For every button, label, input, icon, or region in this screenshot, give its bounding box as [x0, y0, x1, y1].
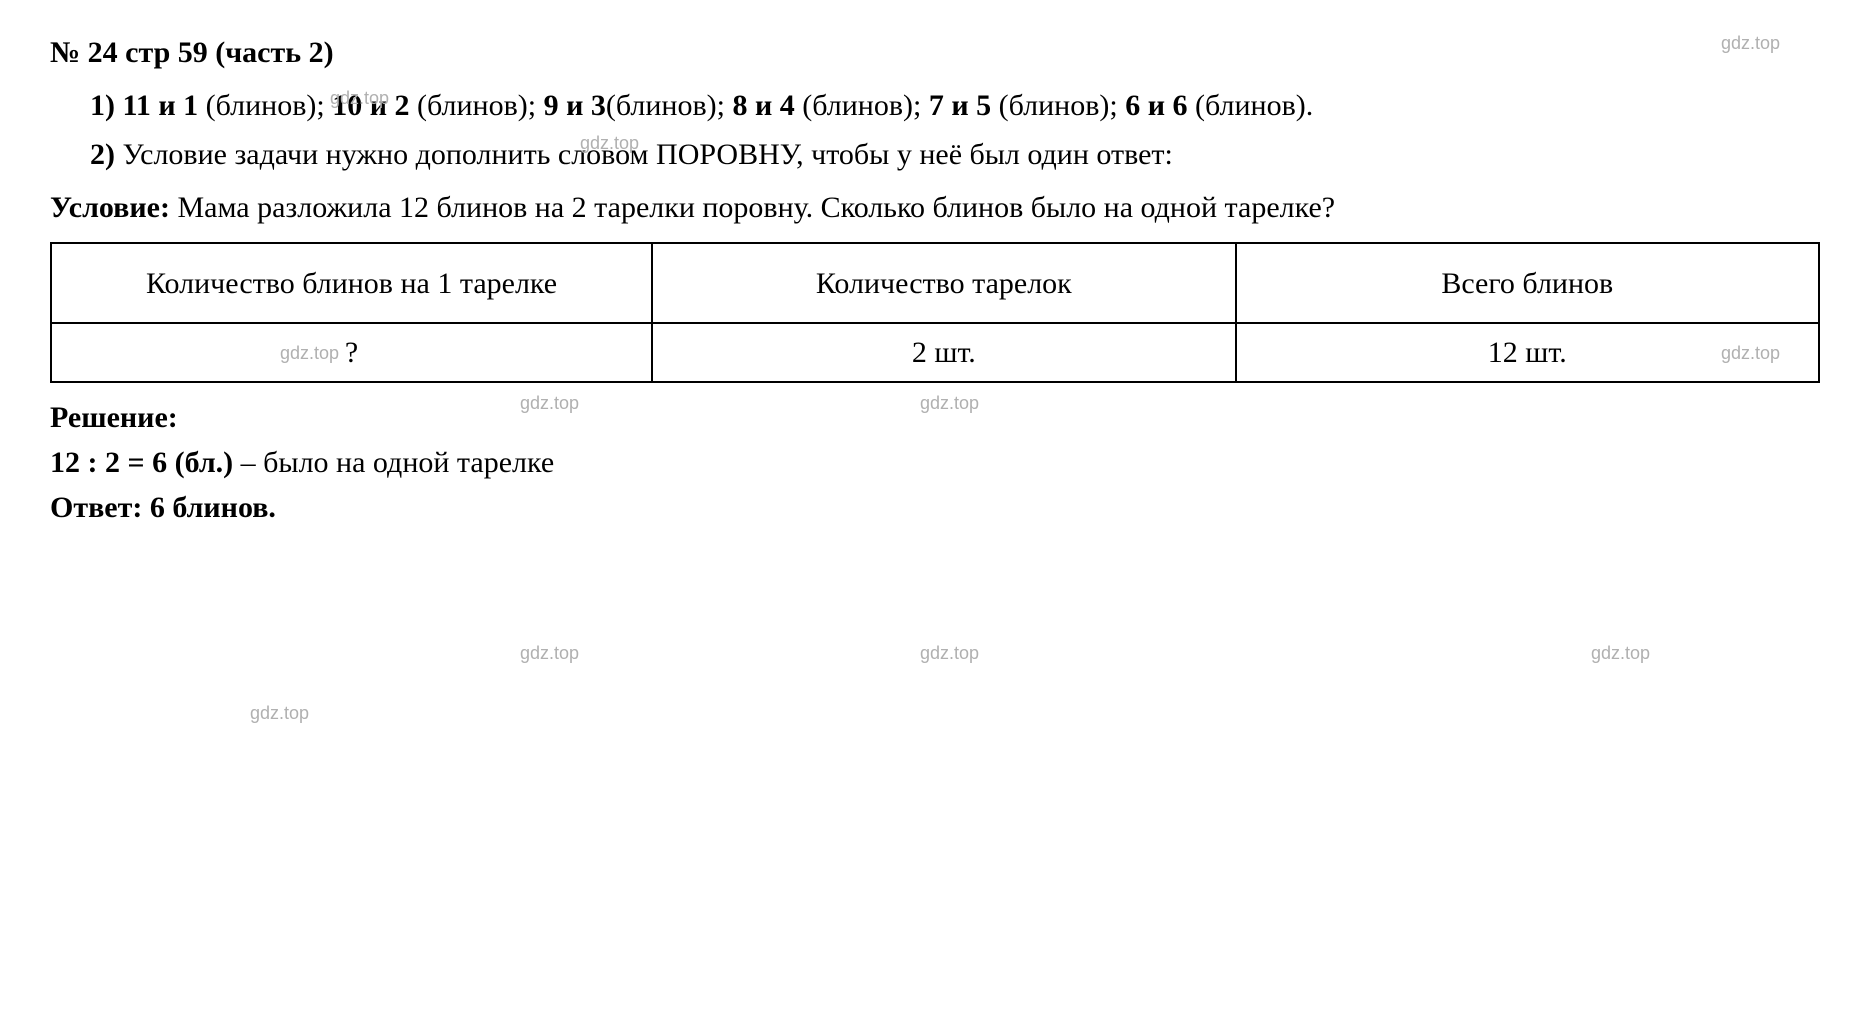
pair-1-text: (блинов);	[198, 89, 332, 122]
table-cell: 2 шт.	[652, 323, 1235, 382]
table-header-cell: Количество блинов на 1 тарелке	[51, 243, 652, 323]
pair-2: 10 и 2	[332, 89, 409, 122]
list-item-2-text: Условие задачи нужно дополнить словом ПО…	[123, 138, 1173, 171]
pair-3-text: (блинов);	[606, 89, 733, 122]
solution-block: Решение: 12 : 2 = 6 (бл.) – было на одно…	[50, 395, 1820, 485]
list-number: 2)	[90, 138, 115, 171]
answer-line: Ответ: 6 блинов.	[50, 485, 1820, 530]
pair-4: 8 и 4	[732, 89, 794, 122]
data-table: Количество блинов на 1 тарелке Количеств…	[50, 242, 1820, 383]
pair-3: 9 и 3	[544, 89, 606, 122]
list-item-2: 2) Условие задачи нужно дополнить словом…	[50, 132, 1820, 177]
watermark: gdz.top	[520, 640, 579, 667]
pair-5: 7 и 5	[929, 89, 991, 122]
table-cell: ?	[51, 323, 652, 382]
pair-4-text: (блинов);	[795, 89, 929, 122]
table-row: ? 2 шт. 12 шт.	[51, 323, 1819, 382]
pair-2-text: (блинов);	[410, 89, 544, 122]
list-item-1: 1) 11 и 1 (блинов); 10 и 2 (блинов); 9 и…	[50, 83, 1820, 128]
problem-header: № 24 стр 59 (часть 2)	[50, 30, 1820, 75]
list-number: 1)	[90, 89, 115, 122]
table-cell: 12 шт.	[1236, 323, 1819, 382]
solution-line: 12 : 2 = 6 (бл.) – было на одной тарелке	[50, 440, 1820, 485]
condition-text: Мама разложила 12 блинов на 2 тарелки по…	[170, 191, 1335, 224]
watermark: gdz.top	[1591, 640, 1650, 667]
watermark: gdz.top	[250, 700, 309, 727]
table-header-row: Количество блинов на 1 тарелке Количеств…	[51, 243, 1819, 323]
table-header-cell: Количество тарелок	[652, 243, 1235, 323]
solution-calc: 12 : 2 = 6 (бл.)	[50, 446, 233, 479]
solution-label: Решение:	[50, 395, 1820, 440]
solution-calc-text: – было на одной тарелке	[233, 446, 554, 479]
watermark: gdz.top	[920, 640, 979, 667]
pair-6-text: (блинов).	[1188, 89, 1314, 122]
condition-label: Условие:	[50, 191, 170, 224]
table-header-cell: Всего блинов	[1236, 243, 1819, 323]
pair-5-text: (блинов);	[991, 89, 1125, 122]
condition-block: Условие: Мама разложила 12 блинов на 2 т…	[50, 185, 1820, 230]
pair-1: 11 и 1	[123, 89, 199, 122]
pair-6: 6 и 6	[1125, 89, 1187, 122]
